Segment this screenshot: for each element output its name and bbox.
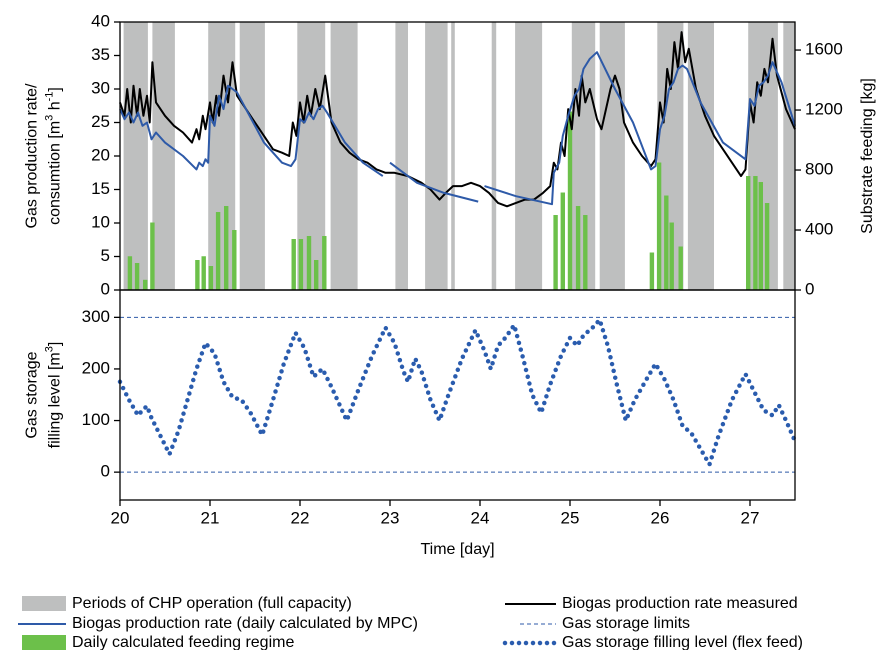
y-tick-label: 15: [91, 179, 110, 198]
x-tick-label: 21: [201, 508, 220, 527]
chp-period: [239, 22, 265, 290]
feeding-bar: [678, 246, 683, 290]
x-tick-label: 22: [291, 508, 310, 527]
feeding-bar: [575, 206, 581, 290]
label-part: consumtion [m: [47, 121, 64, 225]
feeding-bar: [143, 279, 148, 290]
x-tick-label: 27: [741, 508, 760, 527]
feeding-bar: [208, 266, 214, 290]
legend-label: Daily calculated feeding regime: [72, 634, 294, 650]
y-tick-label: 200: [82, 358, 110, 377]
legend-swatch: [22, 596, 66, 611]
x-tick-label: 25: [561, 508, 580, 527]
chp-period: [425, 22, 448, 290]
y2-tick-label: 800: [805, 160, 833, 179]
y-axis-label: filling level [m3]: [43, 342, 63, 449]
x-tick-label: 24: [471, 508, 490, 527]
x-tick-label: 20: [111, 508, 130, 527]
feeding-bar: [224, 206, 229, 290]
feeding-bar: [314, 260, 319, 290]
y2-axis-label: Substrate feeding [kg]: [859, 78, 876, 234]
y-axis-label: Gas storage: [24, 351, 41, 438]
legend-swatch: [22, 635, 66, 650]
feeding-bar: [669, 222, 674, 290]
feeding-bar: [201, 256, 206, 290]
filling-line: [117, 315, 798, 470]
label-part: ]: [47, 87, 64, 91]
y-axis-label: Gas production rate/: [24, 83, 41, 229]
x-tick-label: 26: [651, 508, 670, 527]
rate-line: [119, 31, 796, 208]
y2-tick-label: 400: [805, 219, 833, 238]
feeding-bar: [134, 263, 140, 290]
label-superscript: 3: [43, 115, 55, 121]
feeding-bar: [560, 192, 565, 290]
x-tick-label: 23: [381, 508, 400, 527]
feeding-bar: [298, 239, 304, 290]
feeding-bar: [567, 111, 573, 290]
y-tick-label: 0: [101, 279, 110, 298]
feeding-bar: [553, 215, 558, 290]
feeding-bar: [291, 239, 296, 290]
y-tick-label: 40: [91, 11, 110, 30]
feeding-bar: [764, 203, 770, 290]
label-superscript: 3: [43, 346, 55, 352]
feeding-bar: [322, 236, 327, 290]
feeding-bar: [758, 182, 763, 290]
label-part: h: [47, 101, 64, 114]
label-part: Gas storage: [24, 351, 41, 438]
y2-tick-label: 1200: [805, 100, 843, 119]
feeding-bar: [583, 215, 588, 290]
y2-tick-label: 0: [805, 279, 814, 298]
y-axis-label: consumtion [m3 h-1]: [43, 87, 63, 225]
feeding-bar: [127, 256, 133, 290]
y-tick-label: 30: [91, 78, 110, 97]
feeding-bar: [232, 230, 237, 290]
chp-period: [491, 22, 497, 290]
chp-period: [395, 22, 408, 290]
y2-tick-label: 1600: [805, 40, 843, 59]
rate-line: [119, 51, 796, 206]
y-tick-label: 10: [91, 212, 110, 231]
feeding-bar: [656, 162, 662, 290]
legend-label: Periods of CHP operation (full capacity): [72, 595, 352, 612]
chp-period: [599, 22, 625, 290]
y-tick-label: 300: [82, 307, 110, 326]
y-tick-label: 25: [91, 112, 110, 131]
feeding-bar: [753, 176, 758, 290]
label-part: filling level [m: [47, 352, 64, 448]
feeding-bar: [664, 195, 669, 290]
label-part: ]: [47, 342, 64, 346]
plot-frame: [119, 289, 796, 501]
chp-period: [748, 22, 778, 290]
feeding-bar: [306, 236, 312, 290]
chp-period: [783, 22, 795, 290]
y-tick-label: 100: [82, 410, 110, 429]
legend-label: Biogas production rate (daily calculated…: [72, 615, 418, 632]
feeding-bar: [195, 260, 200, 290]
chp-period: [123, 22, 148, 290]
label-superscript: -1: [43, 92, 55, 102]
y-tick-label: 35: [91, 45, 110, 64]
feeding-bar: [215, 212, 221, 290]
x-axis-label: Time [day]: [420, 541, 494, 558]
legend-label: Gas storage filling level (flex feed): [562, 634, 803, 650]
chp-period: [152, 22, 175, 290]
legend-label: Biogas production rate measured: [562, 595, 798, 612]
chp-period: [451, 22, 455, 290]
label-part: Gas production rate/: [24, 83, 41, 229]
feeding-bar: [746, 176, 751, 290]
legend-label: Gas storage limits: [562, 615, 690, 632]
feeding-bar: [649, 252, 655, 290]
y-tick-label: 5: [101, 246, 110, 265]
chp-period: [515, 22, 543, 290]
feeding-bar: [150, 222, 155, 290]
chp-period: [208, 22, 236, 290]
y-tick-label: 0: [101, 462, 110, 481]
y-tick-label: 20: [91, 145, 110, 164]
